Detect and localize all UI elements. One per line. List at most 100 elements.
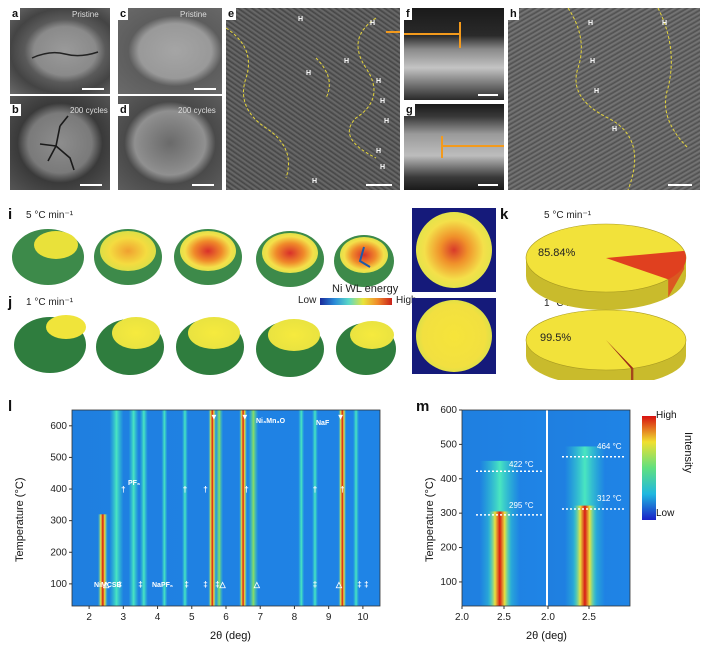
- x-tick-l: 3: [121, 612, 127, 623]
- x-tick-m: 2.5: [582, 612, 596, 623]
- y-tick-l: 100: [50, 579, 67, 590]
- legend-ni-low: Low: [298, 295, 317, 306]
- phase-symbol: ‡: [203, 580, 207, 589]
- phase-symbol: △: [102, 580, 110, 589]
- label-l: l: [8, 398, 13, 415]
- label-m: m: [416, 398, 430, 415]
- image-d: [118, 96, 222, 190]
- scalebar-a: [82, 88, 104, 90]
- label-k: k: [500, 206, 509, 223]
- diffraction-line: [298, 410, 305, 606]
- scalebar-c: [194, 88, 216, 90]
- axis-frame-m: [461, 409, 631, 607]
- phase-symbol: ▼: [210, 412, 218, 421]
- image-e: H H H H H H H H H H: [226, 8, 400, 190]
- h-mark: H: [588, 20, 594, 27]
- diffraction-line: [97, 514, 108, 606]
- x-tick-m: 2.0: [455, 612, 469, 623]
- cross-section-map-1c: [412, 298, 496, 374]
- xlabel-l: 2θ (deg): [210, 630, 251, 642]
- phase-symbol: †: [313, 485, 317, 494]
- ylabel-l: Temperature (°C): [14, 477, 26, 562]
- phase-symbol: △: [218, 580, 226, 589]
- rate-label-j: 1 °C min⁻¹: [26, 297, 74, 308]
- colorbar-title: Intensity: [682, 432, 694, 473]
- label-i: i: [8, 206, 13, 223]
- particle-j-5: [336, 321, 396, 375]
- annot-naf: NaF: [316, 420, 330, 427]
- y-tick-m: 600: [440, 405, 457, 416]
- diffraction-line: [161, 410, 168, 606]
- diffraction-line: [128, 410, 139, 606]
- particle-renders: [12, 229, 396, 377]
- phase-symbol: ‡: [313, 580, 317, 589]
- h-mark: H: [380, 98, 386, 105]
- y-tick-m: 100: [440, 577, 457, 588]
- x-tick-l: 10: [357, 612, 369, 623]
- diffraction-line: [572, 505, 597, 606]
- particle-i-3: [174, 229, 242, 285]
- pie-2: [525, 309, 687, 380]
- y-tick-l: 500: [50, 452, 67, 463]
- label-b: b: [10, 104, 21, 116]
- image-c: [118, 8, 222, 94]
- phase-symbol: †: [183, 485, 187, 494]
- particle-j-2: [96, 317, 164, 375]
- phase-symbol: ‡: [357, 580, 361, 589]
- caption-b: 200 cycles: [70, 106, 108, 115]
- m2-onset-temp: 312 °C: [597, 494, 622, 503]
- diffraction-line: [353, 410, 360, 606]
- diffraction-line: [487, 511, 512, 606]
- diffraction-line: [208, 410, 217, 606]
- legend-ni-high: High: [396, 295, 417, 306]
- phase-symbol: ▼: [337, 412, 345, 421]
- annot-nimcsb: NiMCSB: [94, 582, 122, 589]
- domain-boundaries-e: [226, 17, 400, 179]
- pie-1-rate: 5 °C min⁻¹: [544, 210, 592, 221]
- scalebar-d: [192, 184, 214, 186]
- arrow-f: [404, 22, 461, 48]
- h-mark: H: [298, 16, 304, 23]
- m1-onset-temp: 295 °C: [509, 501, 534, 510]
- phase-symbol: △: [253, 580, 261, 589]
- y-tick-l: 300: [50, 516, 67, 527]
- pie-2-value: 99.5%: [540, 332, 572, 344]
- y-tick-m: 300: [440, 508, 457, 519]
- phase-symbol: ‡: [215, 580, 219, 589]
- phase-symbol: †: [340, 485, 344, 494]
- diffraction-line: [338, 410, 347, 606]
- image-b: [10, 96, 110, 190]
- label-a: a: [10, 8, 21, 20]
- h-mark: H: [306, 70, 312, 77]
- caption-a: Pristine: [72, 10, 99, 19]
- phase-symbol: ‡: [118, 580, 122, 589]
- diffraction-line: [239, 410, 248, 606]
- colorbar-low: Low: [656, 508, 675, 519]
- scalebar-b: [80, 184, 102, 186]
- diffraction-line: [109, 410, 124, 606]
- crack-lines: [31, 51, 99, 59]
- image-g: [404, 104, 504, 190]
- phase-symbol: ▼: [241, 412, 249, 421]
- label-e: e: [226, 8, 237, 20]
- label-h: h: [508, 8, 519, 20]
- intensity-colorbar: [642, 416, 656, 520]
- diffraction-line: [139, 410, 148, 606]
- particle-i-1: [12, 229, 84, 285]
- h-mark: H: [312, 178, 318, 185]
- h-mark: H: [380, 164, 386, 171]
- h-mark: H: [376, 78, 382, 85]
- particle-i-4: [256, 231, 324, 287]
- particle-i-5: [334, 235, 394, 287]
- image-h: H H H H H: [508, 8, 700, 190]
- h-mark: H: [612, 126, 618, 133]
- phase-symbol: ‡: [364, 580, 368, 589]
- rate-label-i: 5 °C min⁻¹: [26, 210, 74, 221]
- phase-symbol: †: [244, 485, 248, 494]
- diffraction-line: [311, 410, 318, 606]
- x-tick-l: 2: [86, 612, 92, 623]
- annot-pf6: PF₆: [128, 480, 141, 487]
- ylabel-m: Temperature (°C): [424, 477, 436, 562]
- phase-symbol: †: [203, 485, 207, 494]
